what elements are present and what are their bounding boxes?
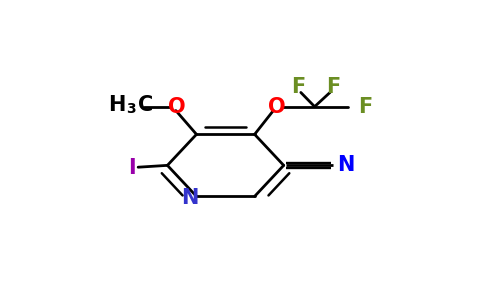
Text: C: C <box>138 95 153 115</box>
Text: 3: 3 <box>126 102 136 116</box>
Text: F: F <box>358 97 372 117</box>
Text: F: F <box>290 77 305 97</box>
Text: N: N <box>181 188 198 208</box>
Text: O: O <box>168 97 185 117</box>
Text: N: N <box>337 155 354 176</box>
Text: O: O <box>268 97 286 117</box>
Text: I: I <box>128 158 136 178</box>
Text: F: F <box>326 77 341 97</box>
Text: H: H <box>108 95 125 115</box>
